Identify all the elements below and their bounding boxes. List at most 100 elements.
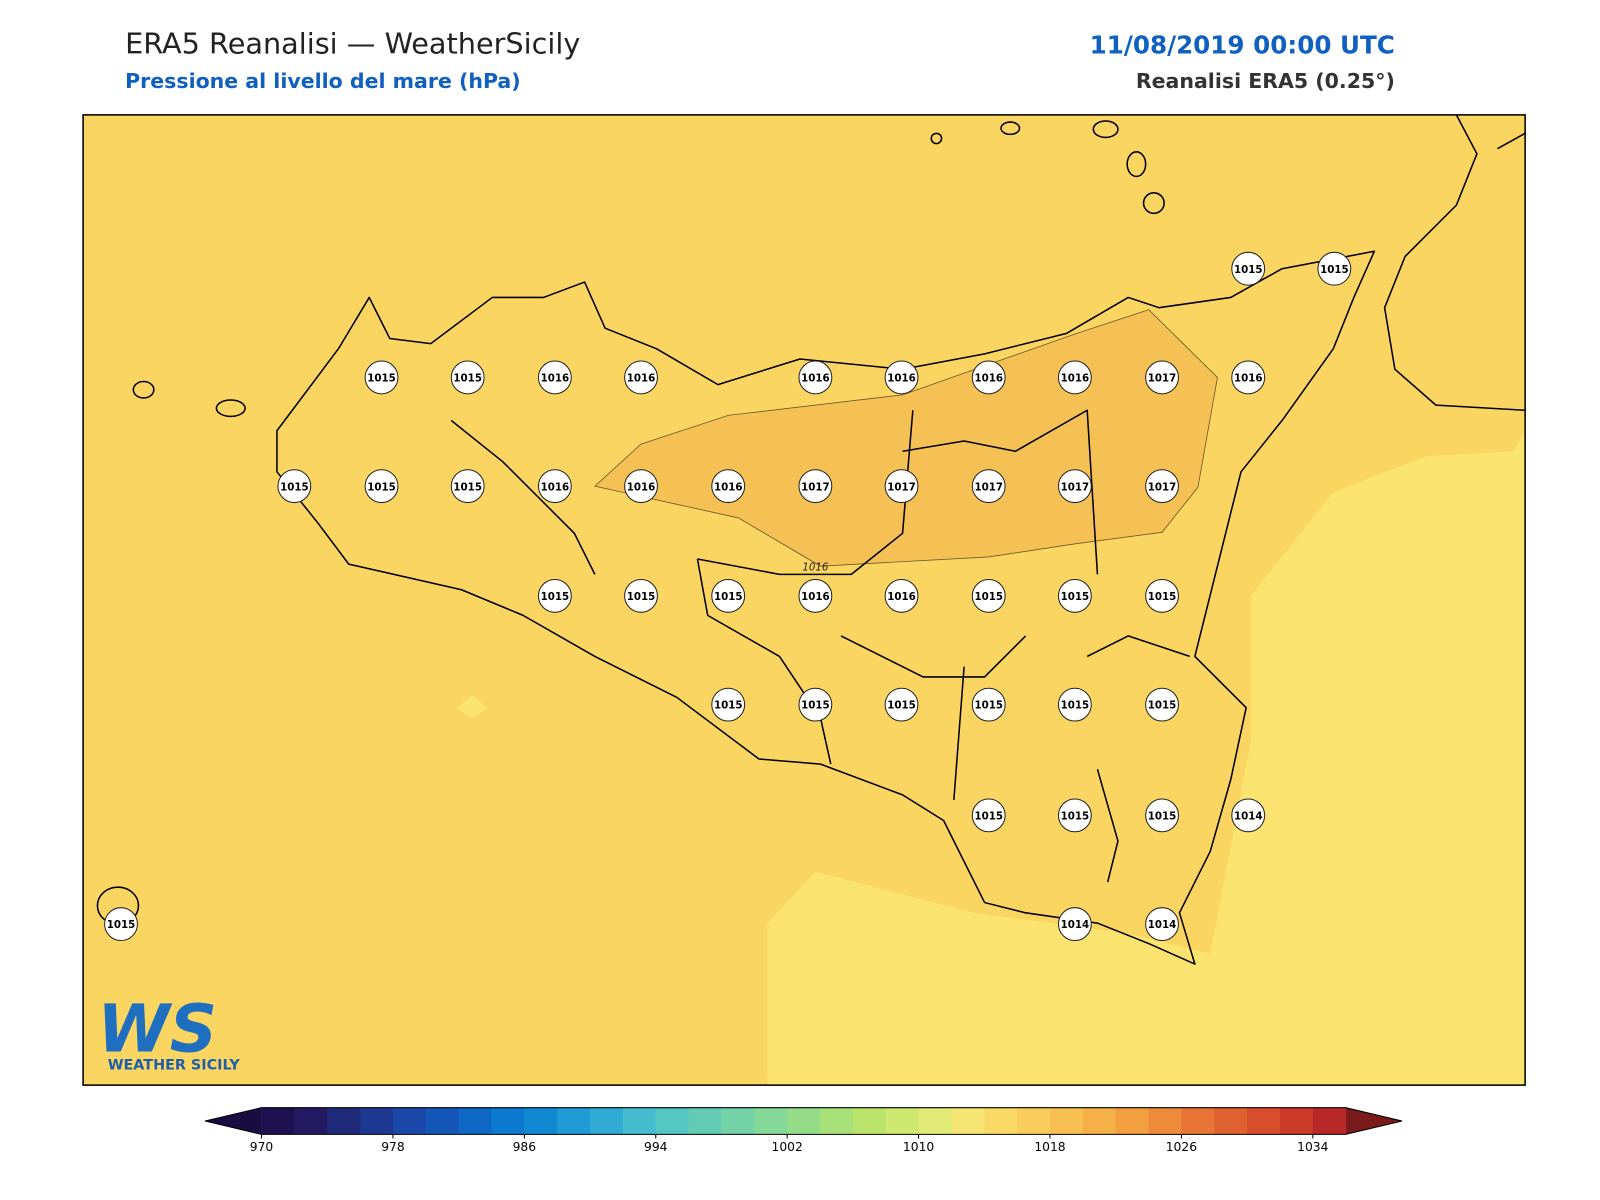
station: 1015 bbox=[450, 360, 485, 395]
station: 1016 bbox=[971, 360, 1006, 395]
colorbar-swatch bbox=[425, 1107, 460, 1135]
station-marker bbox=[1057, 469, 1092, 504]
station-marker bbox=[971, 469, 1006, 504]
station-value: 1016 bbox=[887, 591, 916, 603]
station: 1016 bbox=[711, 469, 746, 504]
colorbar: 970 978 986 994 1002 1010 1018 1026 1034 bbox=[205, 1107, 1403, 1154]
station-marker bbox=[450, 360, 485, 395]
logo-name: WEATHER SICILY bbox=[108, 1058, 241, 1074]
title: ERA5 Reanalisi — WeatherSicily bbox=[125, 26, 580, 60]
station-marker bbox=[1145, 687, 1179, 722]
station-marker bbox=[798, 360, 833, 395]
station-marker bbox=[364, 469, 399, 504]
station-value: 1015 bbox=[801, 700, 830, 712]
station: 1016 bbox=[798, 578, 833, 613]
station-value: 1016 bbox=[974, 373, 1003, 385]
station: 1016 bbox=[624, 469, 658, 504]
colorbar-swatch bbox=[261, 1107, 295, 1135]
colorbar-swatch bbox=[688, 1107, 722, 1135]
station: 1015 bbox=[711, 687, 746, 722]
station-marker bbox=[1145, 469, 1179, 504]
station-marker bbox=[884, 469, 919, 504]
station: 1015 bbox=[798, 687, 833, 722]
colorbar-tick-label: 978 bbox=[381, 1140, 404, 1154]
station-marker bbox=[537, 469, 572, 504]
station: 1016 bbox=[798, 360, 833, 395]
station-marker bbox=[1317, 251, 1352, 286]
station-value: 1015 bbox=[453, 373, 482, 385]
station-value: 1016 bbox=[541, 481, 570, 493]
colorbar-swatch bbox=[458, 1107, 493, 1135]
colorbar-swatch bbox=[918, 1107, 952, 1135]
station: 1015 bbox=[1145, 578, 1179, 613]
colorbar-swatch bbox=[1279, 1107, 1314, 1135]
map: 1016 1015 1015 1015 1015 1016 1016 1016 1016 101… bbox=[83, 114, 1526, 1086]
station: 1015 bbox=[364, 469, 399, 504]
colorbar-swatch bbox=[787, 1107, 821, 1135]
station: 1015 bbox=[1057, 798, 1092, 833]
station-value: 1015 bbox=[974, 591, 1003, 603]
colorbar-swatch bbox=[1247, 1107, 1281, 1135]
coastline bbox=[1383, 114, 1526, 412]
station-marker bbox=[971, 798, 1006, 833]
station-value: 1015 bbox=[280, 481, 309, 493]
station: 1015 bbox=[1057, 687, 1092, 722]
colorbar-swatch bbox=[984, 1107, 1018, 1135]
station: 1017 bbox=[1145, 360, 1179, 395]
coastline bbox=[276, 250, 1376, 965]
station: 1016 bbox=[537, 360, 572, 395]
colorbar-swatch bbox=[557, 1107, 591, 1135]
station-value: 1015 bbox=[974, 700, 1003, 712]
station-value: 1014 bbox=[1234, 810, 1263, 822]
colorbar-tick-label: 970 bbox=[250, 1140, 273, 1154]
station-value: 1015 bbox=[1148, 591, 1177, 603]
colorbar-swatch bbox=[1017, 1107, 1051, 1135]
station: 1015 bbox=[1317, 251, 1352, 286]
station: 1015 bbox=[711, 578, 746, 613]
island bbox=[1000, 121, 1021, 136]
station-marker bbox=[624, 360, 658, 395]
station-value: 1016 bbox=[1234, 373, 1263, 385]
station-marker bbox=[971, 578, 1006, 613]
station-marker bbox=[711, 687, 746, 722]
station: 1015 bbox=[104, 907, 138, 942]
station-value: 1014 bbox=[1061, 919, 1090, 931]
station: 1017 bbox=[884, 469, 919, 504]
colorbar-tick-label: 1034 bbox=[1297, 1140, 1328, 1154]
station-value: 1016 bbox=[627, 373, 656, 385]
station: 1016 bbox=[537, 469, 572, 504]
station-value: 1015 bbox=[974, 810, 1003, 822]
colorbar-swatch bbox=[1214, 1107, 1248, 1135]
station: 1017 bbox=[798, 469, 833, 504]
station-marker bbox=[1057, 360, 1092, 395]
logo-mark: WS bbox=[97, 991, 217, 1067]
station: 1016 bbox=[884, 578, 919, 613]
colorbar-swatch bbox=[590, 1107, 624, 1135]
station-value: 1015 bbox=[627, 591, 656, 603]
island bbox=[1142, 192, 1165, 215]
station-value: 1016 bbox=[541, 373, 570, 385]
colorbar-tick-label: 986 bbox=[513, 1140, 537, 1154]
colorbar-swatch bbox=[622, 1107, 657, 1135]
source: Reanalisi ERA5 (0.25°) bbox=[1136, 69, 1395, 93]
datetime: 11/08/2019 00:00 UTC bbox=[1090, 30, 1395, 59]
colorbar-swatch bbox=[1312, 1107, 1347, 1135]
station: 1014 bbox=[1057, 907, 1092, 942]
station: 1015 bbox=[364, 360, 399, 395]
station-value: 1017 bbox=[1148, 481, 1177, 493]
colorbar-swatch bbox=[951, 1107, 985, 1135]
station: 1015 bbox=[971, 578, 1006, 613]
station-marker bbox=[798, 687, 833, 722]
station-marker bbox=[1057, 578, 1092, 613]
station-marker bbox=[537, 360, 572, 395]
island bbox=[930, 132, 943, 145]
station-marker bbox=[624, 578, 658, 613]
colorbar-swatch bbox=[392, 1107, 427, 1135]
station-marker bbox=[798, 469, 833, 504]
station-marker bbox=[537, 578, 572, 613]
station: 1015 bbox=[624, 578, 658, 613]
island bbox=[215, 399, 246, 418]
pressure-band-low bbox=[767, 430, 1526, 1086]
station-marker bbox=[1145, 578, 1179, 613]
colorbar-swatch bbox=[524, 1107, 558, 1135]
